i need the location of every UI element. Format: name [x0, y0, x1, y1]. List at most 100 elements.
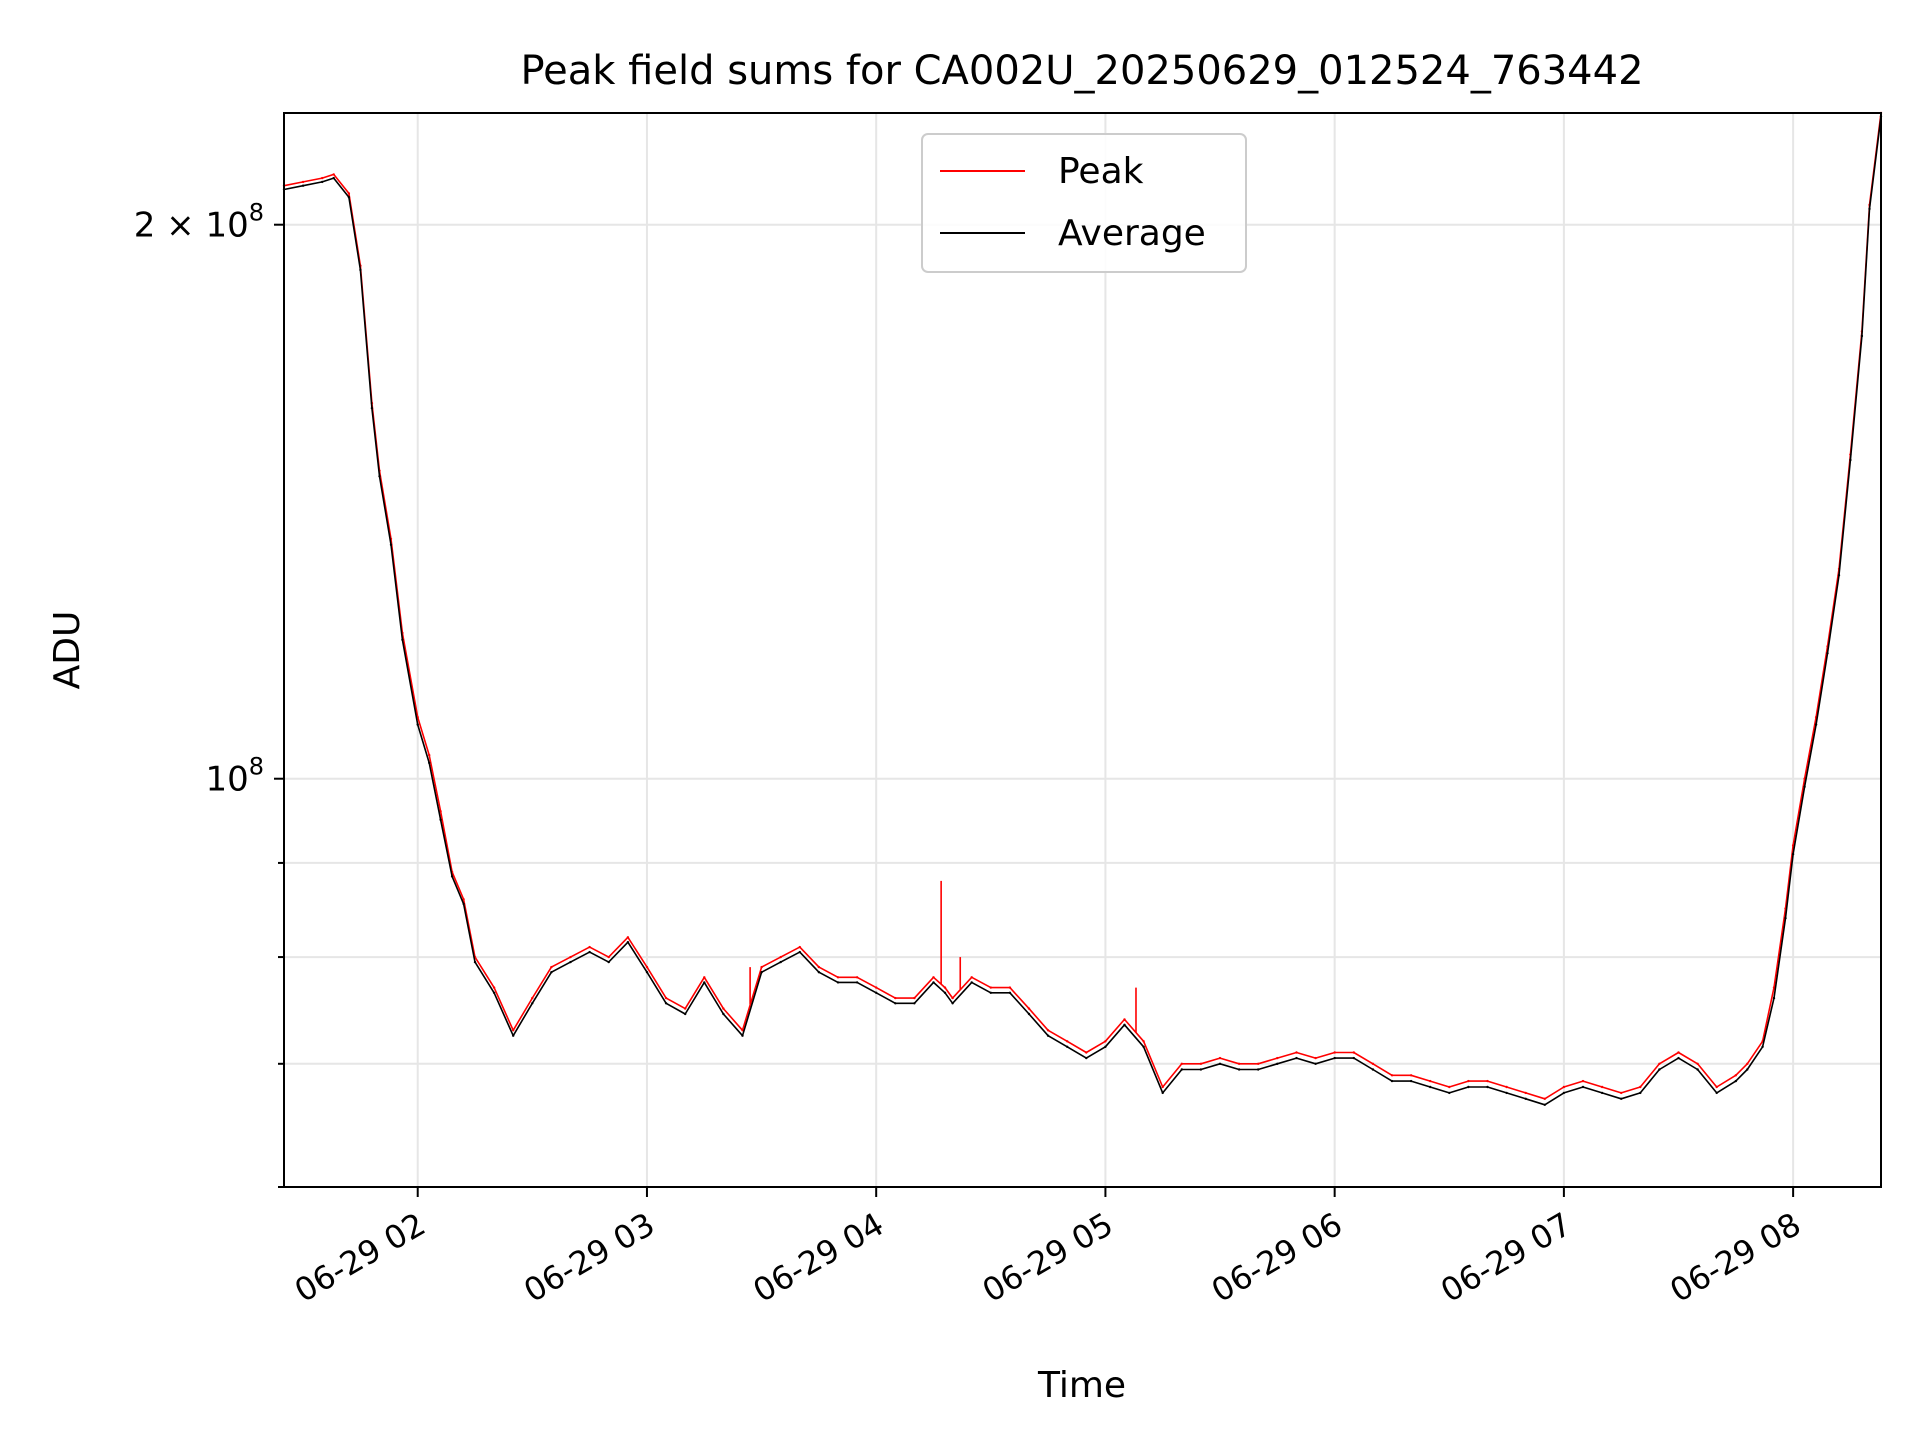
data-point-average	[1409, 1079, 1413, 1083]
data-point-average	[1390, 1079, 1394, 1083]
data-point-peak	[1467, 1079, 1470, 1083]
data-point-average	[1639, 1091, 1642, 1095]
data-point-peak	[1429, 1079, 1432, 1083]
y-tick-label: 108	[205, 753, 264, 800]
data-point-average	[1142, 1045, 1145, 1049]
data-point-peak	[1409, 1074, 1413, 1077]
data-point-average	[970, 981, 973, 984]
data-point-average	[875, 991, 878, 994]
data-point-average	[1046, 1034, 1050, 1037]
data-point-average	[512, 1034, 515, 1037]
data-point-average	[932, 981, 935, 984]
data-point-average	[817, 971, 821, 974]
data-point-peak	[932, 976, 935, 979]
data-point-peak	[1562, 1085, 1566, 1089]
data-point-average	[1295, 1056, 1298, 1060]
data-point-peak	[722, 1007, 725, 1010]
data-point-average	[1814, 723, 1818, 726]
y-tick-base: 10	[205, 760, 248, 800]
data-point-average	[473, 960, 477, 964]
data-point-average	[1085, 1056, 1088, 1060]
data-point-average	[943, 991, 947, 994]
data-point-average	[684, 1012, 687, 1016]
data-point-peak	[894, 996, 897, 1000]
y-tick-exponent: 8	[249, 199, 264, 227]
data-point-peak	[1237, 1062, 1241, 1066]
data-point-peak	[645, 965, 649, 969]
data-point-peak	[913, 996, 916, 1000]
data-point-average	[359, 268, 362, 272]
data-point-peak	[531, 996, 534, 1000]
data-point-peak	[1066, 1040, 1069, 1043]
data-point-average	[1276, 1062, 1279, 1066]
data-point-average	[1199, 1068, 1203, 1071]
data-point-average	[1448, 1091, 1451, 1095]
data-point-average	[1772, 996, 1776, 1000]
data-point-peak	[1257, 1062, 1260, 1066]
data-point-average	[1486, 1085, 1489, 1089]
data-point-average	[370, 406, 374, 410]
data-point-average	[1849, 458, 1852, 462]
data-point-peak	[1639, 1085, 1642, 1089]
data-point-average	[989, 991, 992, 994]
data-point-average	[1658, 1068, 1661, 1071]
data-point-average	[401, 638, 404, 641]
data-point-peak	[1180, 1062, 1184, 1066]
data-point-peak	[760, 965, 763, 969]
y-tick-coefficient: 2 ×	[134, 206, 206, 246]
data-point-average	[321, 180, 324, 184]
data-point-average	[1837, 574, 1841, 577]
data-point-average	[450, 875, 454, 878]
data-point-peak	[1620, 1091, 1623, 1095]
data-point-peak	[439, 810, 442, 813]
data-point-average	[1371, 1068, 1375, 1071]
data-point-peak	[989, 986, 992, 989]
data-point-peak	[817, 965, 821, 969]
chart-title: Peak field sums for CA002U_20250629_0125…	[520, 48, 1643, 94]
legend: Peak Average	[921, 133, 1247, 273]
data-point-peak	[1600, 1085, 1604, 1089]
data-point-average	[1784, 916, 1787, 920]
data-point-peak	[462, 898, 465, 901]
data-point-peak	[1276, 1056, 1279, 1060]
legend-label-peak: Peak	[1058, 151, 1144, 192]
data-point-peak	[1371, 1062, 1375, 1066]
data-point-average	[492, 991, 496, 994]
data-point-average	[741, 1034, 744, 1037]
data-point-peak	[1696, 1062, 1699, 1066]
data-point-peak	[1314, 1056, 1317, 1060]
data-point-average	[703, 981, 706, 984]
data-point-average	[1505, 1091, 1508, 1095]
data-point-peak	[970, 976, 973, 979]
data-point-average	[1467, 1085, 1470, 1089]
data-point-peak	[332, 173, 335, 176]
data-point-average	[1600, 1091, 1604, 1095]
data-point-average	[1123, 1023, 1126, 1026]
data-point-peak	[664, 996, 668, 1000]
data-point-peak	[1505, 1085, 1508, 1089]
data-point-peak	[836, 976, 840, 979]
data-point-average	[607, 960, 610, 964]
y-tick-base: 10	[205, 206, 248, 246]
data-point-average	[347, 196, 351, 199]
data-point-peak	[684, 1007, 687, 1010]
data-point-peak	[1448, 1085, 1451, 1089]
data-point-average	[378, 475, 381, 478]
data-point-average	[1620, 1097, 1623, 1101]
data-point-average	[389, 543, 393, 546]
data-point-average	[1761, 1045, 1764, 1049]
series-line-peak	[283, 112, 1882, 1100]
data-point-average	[1803, 785, 1806, 788]
data-point-average	[1581, 1085, 1585, 1089]
legend-label-average: Average	[1058, 213, 1206, 254]
data-point-peak	[1142, 1040, 1145, 1043]
data-point-average	[1352, 1056, 1356, 1060]
data-point-average	[894, 1002, 897, 1005]
legend-box	[921, 133, 1247, 273]
data-point-peak	[798, 945, 801, 949]
data-point-peak	[492, 986, 496, 989]
data-point-average	[301, 184, 305, 187]
data-point-average	[332, 176, 335, 180]
data-point-peak	[1486, 1079, 1489, 1083]
